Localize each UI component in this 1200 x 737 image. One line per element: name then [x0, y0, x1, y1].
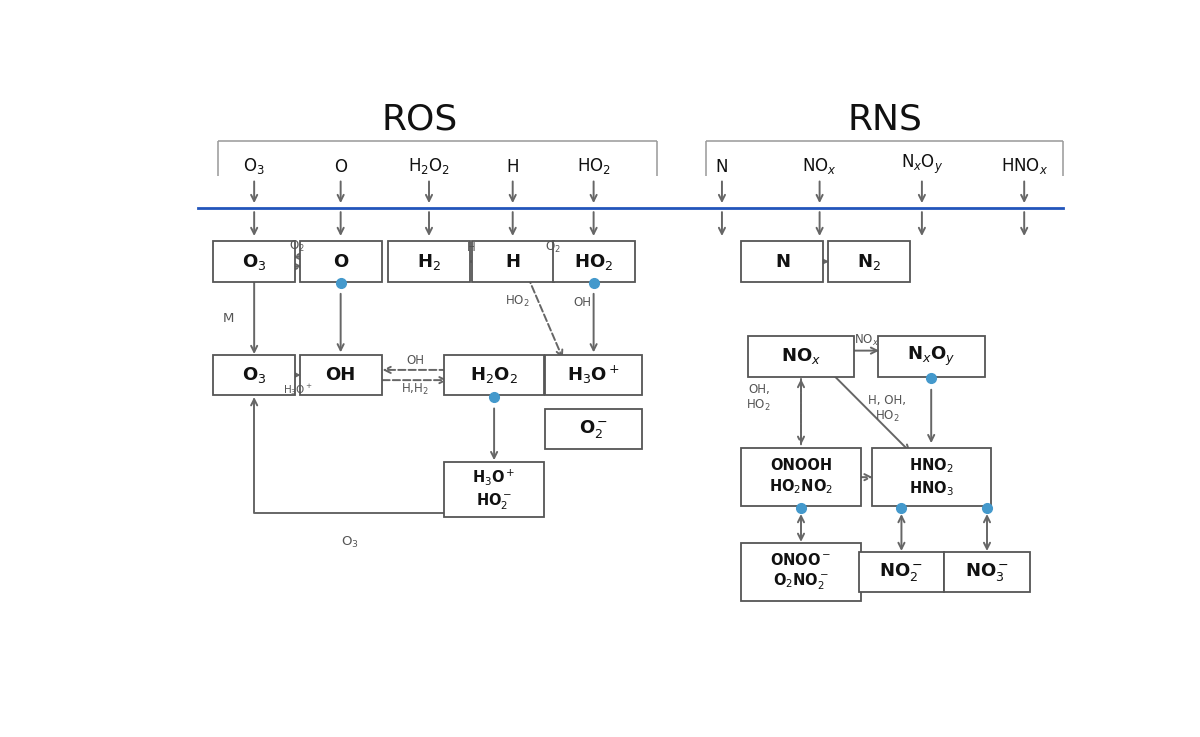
FancyBboxPatch shape — [553, 241, 635, 282]
Text: O$_2$: O$_2$ — [545, 240, 560, 255]
Text: H$_2$O$_2$: H$_2$O$_2$ — [408, 156, 450, 176]
Text: H: H — [505, 253, 521, 270]
FancyBboxPatch shape — [545, 408, 642, 450]
Text: H$_3$O$^+$: H$_3$O$^+$ — [568, 364, 620, 386]
Text: N: N — [775, 253, 790, 270]
Text: O$_2^-$: O$_2^-$ — [580, 418, 608, 440]
Text: O$_3$: O$_3$ — [341, 535, 359, 550]
Text: H: H — [506, 158, 518, 176]
Text: NO$_x$: NO$_x$ — [853, 333, 878, 348]
Text: O: O — [334, 158, 347, 176]
Text: H$_2$: H$_2$ — [418, 251, 440, 271]
FancyBboxPatch shape — [545, 354, 642, 396]
FancyBboxPatch shape — [742, 448, 860, 506]
FancyBboxPatch shape — [300, 241, 382, 282]
Text: O$_3$: O$_3$ — [242, 365, 266, 385]
Text: ONOOH
HO$_2$NO$_2$: ONOOH HO$_2$NO$_2$ — [769, 458, 833, 496]
Text: ONOO$^-$
O$_2$NO$_2^-$: ONOO$^-$ O$_2$NO$_2^-$ — [770, 551, 832, 593]
Text: NO$_3^-$: NO$_3^-$ — [965, 561, 1009, 583]
FancyBboxPatch shape — [871, 448, 991, 506]
Text: N$_2$: N$_2$ — [857, 251, 881, 271]
Text: OH: OH — [325, 366, 355, 384]
FancyBboxPatch shape — [877, 336, 985, 377]
FancyBboxPatch shape — [828, 241, 910, 282]
FancyBboxPatch shape — [214, 354, 295, 396]
Text: H$_3$O$^+$: H$_3$O$^+$ — [283, 382, 313, 397]
Text: OH,
HO$_2$: OH, HO$_2$ — [745, 383, 770, 413]
Text: OH: OH — [406, 354, 424, 367]
Text: ROS: ROS — [382, 102, 458, 136]
FancyBboxPatch shape — [859, 551, 944, 593]
FancyBboxPatch shape — [214, 241, 295, 282]
FancyBboxPatch shape — [300, 354, 382, 396]
Text: O$_2$: O$_2$ — [289, 239, 305, 254]
FancyBboxPatch shape — [444, 462, 545, 517]
Text: OH: OH — [574, 296, 592, 309]
FancyBboxPatch shape — [742, 241, 823, 282]
Text: HO$_2$: HO$_2$ — [574, 251, 613, 271]
Text: O$_3$: O$_3$ — [242, 251, 266, 271]
Text: HNO$_x$: HNO$_x$ — [1001, 156, 1048, 176]
FancyBboxPatch shape — [748, 336, 854, 377]
Text: N: N — [715, 158, 728, 176]
Text: NO$_2^-$: NO$_2^-$ — [880, 561, 924, 583]
Text: H, OH,
HO$_2$: H, OH, HO$_2$ — [869, 394, 906, 425]
FancyBboxPatch shape — [472, 241, 553, 282]
Text: HO$_2$: HO$_2$ — [505, 294, 529, 309]
FancyBboxPatch shape — [944, 551, 1030, 593]
Text: HO$_2$: HO$_2$ — [577, 156, 611, 176]
Text: M: M — [222, 312, 234, 325]
Text: RNS: RNS — [847, 102, 922, 136]
FancyBboxPatch shape — [388, 241, 470, 282]
Text: N$_x$O$_y$: N$_x$O$_y$ — [901, 153, 943, 176]
Text: O$_3$: O$_3$ — [244, 156, 265, 176]
FancyBboxPatch shape — [444, 354, 545, 396]
Text: H: H — [467, 241, 475, 254]
Text: N$_x$O$_y$: N$_x$O$_y$ — [907, 345, 955, 368]
Text: O: O — [334, 253, 348, 270]
Text: H$_3$O$^+$
HO$_2^-$: H$_3$O$^+$ HO$_2^-$ — [473, 467, 516, 512]
Text: NO$_x$: NO$_x$ — [803, 156, 836, 176]
Text: H,H$_2$: H,H$_2$ — [401, 383, 430, 397]
Text: HNO$_2$
HNO$_3$: HNO$_2$ HNO$_3$ — [908, 456, 954, 498]
FancyBboxPatch shape — [742, 543, 860, 601]
Text: NO$_x$: NO$_x$ — [781, 346, 821, 366]
Text: H$_2$O$_2$: H$_2$O$_2$ — [470, 365, 518, 385]
